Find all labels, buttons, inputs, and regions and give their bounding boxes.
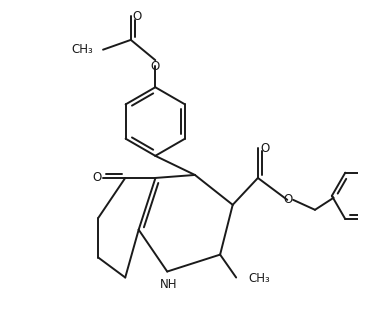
Text: CH₃: CH₃ [249, 272, 270, 285]
Text: CH₃: CH₃ [72, 43, 93, 56]
Text: O: O [283, 193, 293, 206]
Text: O: O [92, 172, 101, 184]
Text: O: O [151, 59, 160, 72]
Text: NH: NH [160, 278, 178, 291]
Text: O: O [261, 142, 270, 154]
Text: O: O [132, 10, 141, 23]
